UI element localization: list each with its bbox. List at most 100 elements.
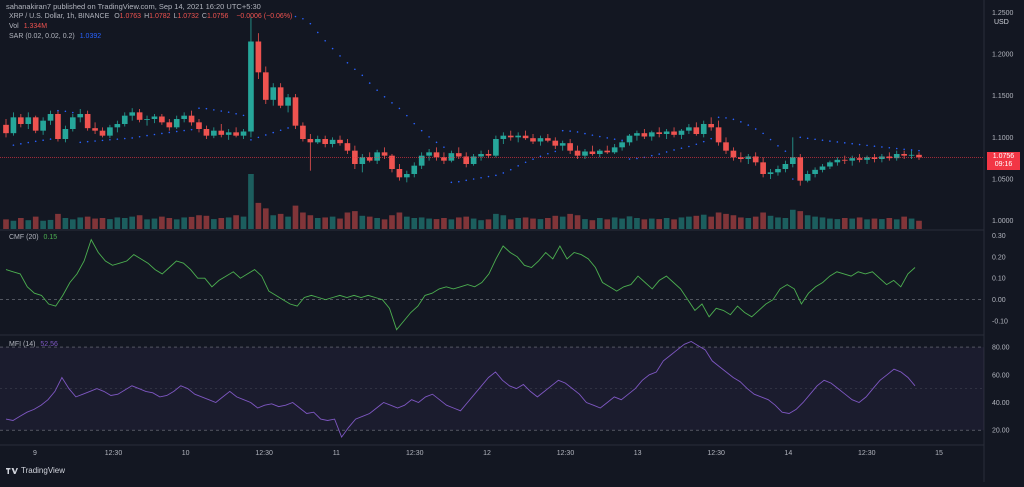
sar-dot: [250, 139, 252, 141]
sar-dot: [302, 17, 304, 20]
volume-bar: [62, 218, 69, 229]
volume-bar: [84, 216, 91, 229]
candle-body: [893, 154, 900, 159]
volume-bar: [307, 215, 314, 229]
volume-bar: [329, 216, 336, 229]
mfi-legend[interactable]: MFI (14) 52.56: [9, 341, 61, 348]
volume-bar: [619, 218, 625, 229]
volume-bar: [834, 219, 841, 229]
volume-bar: [337, 218, 343, 229]
volume-bar: [285, 216, 291, 229]
candle-body: [314, 139, 321, 143]
candle-body: [864, 157, 870, 160]
candle-body: [752, 156, 759, 163]
vol-legend[interactable]: Vol 1.334M: [9, 23, 50, 30]
candle-body: [92, 128, 98, 131]
sar-dot: [109, 138, 111, 141]
volume-bar: [678, 217, 685, 229]
volume-bar: [248, 174, 254, 229]
cmf-value: 0.15: [43, 234, 58, 241]
candle-body: [841, 159, 848, 161]
candle-body: [804, 174, 811, 181]
sar-dot: [895, 147, 898, 150]
sar-dot: [198, 107, 200, 109]
candle-body: [262, 72, 269, 100]
sar-dot: [918, 149, 920, 152]
sar-dot: [591, 134, 594, 136]
sar-dot: [509, 168, 512, 171]
ohlc-values: O1.0763 H1.0782 L1.0732 C1.0756: [114, 13, 231, 20]
volume-bar: [700, 214, 707, 229]
candle-body: [211, 130, 217, 136]
sar-dot: [717, 116, 720, 119]
symbol-legend[interactable]: XRP / U.S. Dollar, 1h, BINANCE O1.0763 H1…: [9, 13, 295, 20]
volume-bar: [663, 218, 670, 229]
time-axis-tick: 15: [935, 450, 943, 457]
sar-dot: [34, 140, 37, 143]
sar-dot: [784, 150, 787, 152]
volume-bar: [389, 215, 395, 229]
sar-dot: [799, 136, 802, 139]
candle-body: [411, 165, 418, 174]
candle-body: [723, 142, 729, 151]
currency-label: USD: [994, 19, 1009, 26]
candle-body: [285, 97, 291, 106]
sar-dot: [138, 135, 141, 138]
candle-body: [77, 114, 84, 118]
cmf-axis-tick: 0.00: [992, 297, 1006, 304]
volume-bar: [715, 212, 722, 229]
volume-bar: [211, 219, 217, 229]
parabolic-sar: [12, 15, 920, 184]
sar-dot: [903, 148, 905, 151]
volume-bar: [166, 218, 173, 229]
sar-dot: [480, 176, 482, 179]
candle-body: [530, 138, 536, 142]
volume-bar: [916, 220, 922, 229]
sar-legend[interactable]: SAR (0.02, 0.02, 0.2) 1.0392: [9, 33, 104, 40]
sar-dot: [49, 138, 52, 140]
candle-body: [374, 152, 380, 161]
sar-dot: [20, 143, 22, 145]
volume-bar: [760, 212, 766, 229]
ohlc-l: L1.0732: [173, 13, 199, 20]
candle-body: [322, 139, 328, 144]
candle-body: [908, 154, 915, 156]
candle-body: [916, 154, 922, 158]
axes: 1.2500 1.2000 1.1500 1.1000 1.0500 1.0000 9 12:…: [33, 10, 1013, 457]
candle-body: [871, 157, 878, 159]
volume-bar: [18, 218, 24, 229]
time-axis-tick: 12: [483, 450, 491, 457]
volume-bar: [77, 217, 84, 229]
volume-bar: [871, 218, 878, 229]
volume-bar: [433, 219, 440, 229]
volume-bar: [255, 202, 262, 229]
sar-dot: [235, 113, 237, 115]
candle-body: [173, 119, 180, 128]
volume-bar: [730, 215, 737, 229]
volume-bar: [121, 218, 128, 229]
sar-dot: [383, 96, 386, 98]
sar-dot: [881, 146, 883, 148]
price-change: −0.0006 (−0.06%): [236, 13, 293, 20]
price-axis-tick: 1.2000: [992, 52, 1014, 59]
candle-body: [455, 153, 462, 157]
tradingview-brand[interactable]: TradingView: [6, 466, 65, 475]
sar-dot: [131, 137, 133, 139]
cmf-legend[interactable]: CMF (20) 0.15: [9, 234, 60, 241]
candle-body: [663, 131, 670, 134]
candle-body: [389, 155, 395, 169]
volume-bar: [864, 219, 870, 229]
candle-body: [634, 133, 640, 136]
candle-body: [433, 152, 440, 158]
candle-body: [849, 158, 856, 161]
volume-bar: [841, 218, 848, 229]
volume-bar: [478, 220, 484, 229]
sar-dot: [680, 147, 683, 149]
publisher-line: sahanakiran7 published on TradingView.co…: [6, 2, 261, 11]
volume-bar: [455, 217, 462, 229]
sar-dot: [747, 124, 750, 126]
volume-bar: [352, 211, 358, 229]
candle-body: [700, 124, 707, 134]
volume-bar: [671, 219, 677, 229]
